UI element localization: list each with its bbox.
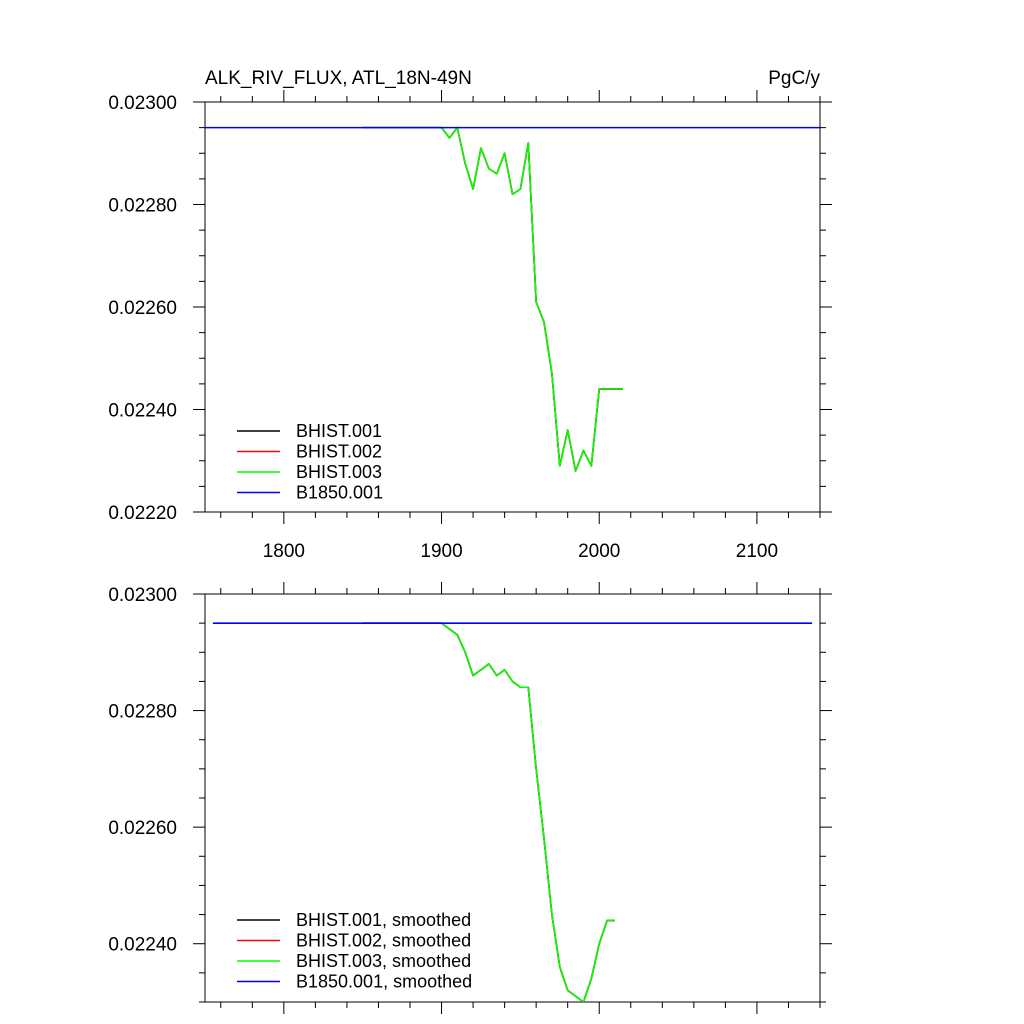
series-line-2 [362, 622, 615, 1002]
top-panel: 1800 1900 2000 2100 0.02220 0.02240 0.02260 0.0… [108, 90, 832, 562]
legend-label: BHIST.003 [296, 462, 382, 482]
top-chart-units: PgC/y [768, 68, 820, 89]
bottom-panel: 0.02240 0.02260 0.02280 0.02300 BHIST.001, s… [108, 582, 832, 1014]
y-tick-label: 0.02280 [108, 196, 177, 217]
y-tick-label: 0.02260 [108, 298, 177, 319]
x-tick-label: 2100 [736, 541, 778, 562]
x-tick-label: 2000 [578, 541, 620, 562]
x-tick-label: 1800 [263, 541, 305, 562]
y-tick-label: 0.02300 [108, 93, 177, 114]
series-line-1 [362, 126, 623, 472]
top-chart-title: ALK_RIV_FLUX, ATL_18N-49N [205, 68, 472, 89]
x-tick-label: 1900 [420, 541, 462, 562]
series-line-0 [362, 126, 623, 472]
legend-label: BHIST.002 [296, 442, 382, 462]
legend-label: BHIST.001, smoothed [296, 910, 471, 930]
legend-label: BHIST.003, smoothed [296, 951, 471, 971]
series-line-2 [362, 126, 623, 472]
y-tick-label: 0.02280 [108, 702, 177, 723]
legend-label: B1850.001 [296, 483, 383, 503]
y-tick-label: 0.02220 [108, 503, 177, 524]
y-tick-label: 0.02240 [108, 401, 177, 422]
y-tick-label: 0.02240 [108, 935, 177, 956]
y-tick-label: 0.02300 [108, 585, 177, 606]
y-tick-label: 0.02260 [108, 818, 177, 839]
legend-label: B1850.001, smoothed [296, 972, 472, 992]
legend-label: BHIST.002, smoothed [296, 931, 471, 951]
legend-label: BHIST.001 [296, 421, 382, 441]
